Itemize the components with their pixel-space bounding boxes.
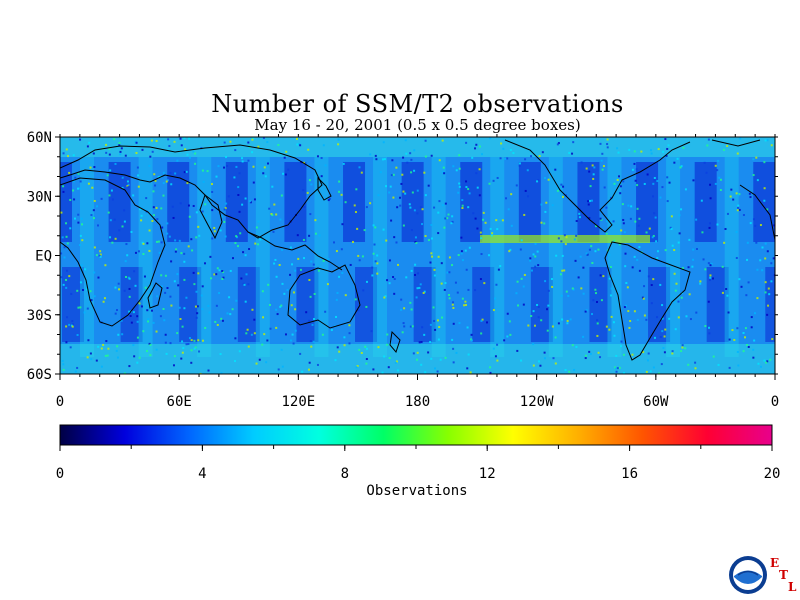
- colorbar-gradient: [59, 424, 773, 446]
- colorbar-tick-label: 20: [764, 466, 781, 482]
- colorbar-tick-label: 12: [479, 466, 496, 482]
- colorbar-tick-label: 4: [198, 466, 206, 482]
- etl-letter-l: L: [788, 580, 797, 594]
- longitude-label: 0: [56, 394, 64, 410]
- latitude-label: EQ: [35, 249, 52, 265]
- longitude-label: 60W: [643, 394, 669, 410]
- map-subtitle: May 16 - 20, 2001 (0.5 x 0.5 degree boxe…: [254, 116, 581, 134]
- latitude-label: 30N: [27, 189, 52, 205]
- australia-coastline: [287, 264, 361, 329]
- latitude-axis: 60N 30N EQ 30S 60S: [27, 130, 778, 383]
- colorbar-title: Observations: [366, 483, 467, 499]
- longitude-label: 120E: [281, 394, 315, 410]
- japan-coastline: [317, 176, 332, 201]
- north-america-coastline: [504, 139, 691, 233]
- colorbar-tick-label: 0: [56, 466, 64, 482]
- longitude-label: 60E: [167, 394, 192, 410]
- india-coastline: [199, 194, 223, 240]
- longitude-label: 120W: [520, 394, 554, 410]
- noaa-logo-icon: [729, 556, 767, 594]
- colorbar: 0 4 8 12 16 20 Observations: [56, 424, 781, 499]
- south-america-coastline: [604, 241, 691, 361]
- latitude-label: 30S: [27, 308, 52, 324]
- madagascar-coastline: [147, 282, 163, 309]
- longitude-axis: 0 60E 120E 180 120W 60W 0: [56, 134, 779, 410]
- greenland-coastline: [711, 139, 761, 147]
- observation-density-field: [60, 137, 775, 374]
- west-africa-edge: [739, 184, 775, 241]
- etl-letter-e: E: [770, 556, 780, 570]
- colorbar-tick-label: 16: [621, 466, 638, 482]
- etl-letter-t: T: [779, 568, 788, 582]
- longitude-label: 180: [405, 394, 430, 410]
- map-title: Number of SSM/T2 observations: [211, 90, 624, 118]
- longitude-label: 0: [771, 394, 779, 410]
- europe-asia-coastline: [60, 144, 323, 239]
- new-zealand-coastline: [389, 330, 401, 353]
- latitude-label: 60N: [27, 130, 52, 146]
- southeast-asia-coastline: [247, 231, 343, 271]
- coastlines: [60, 139, 775, 361]
- africa-coastline: [60, 177, 166, 327]
- latitude-label: 60S: [27, 367, 52, 383]
- colorbar-tick-label: 8: [341, 466, 349, 482]
